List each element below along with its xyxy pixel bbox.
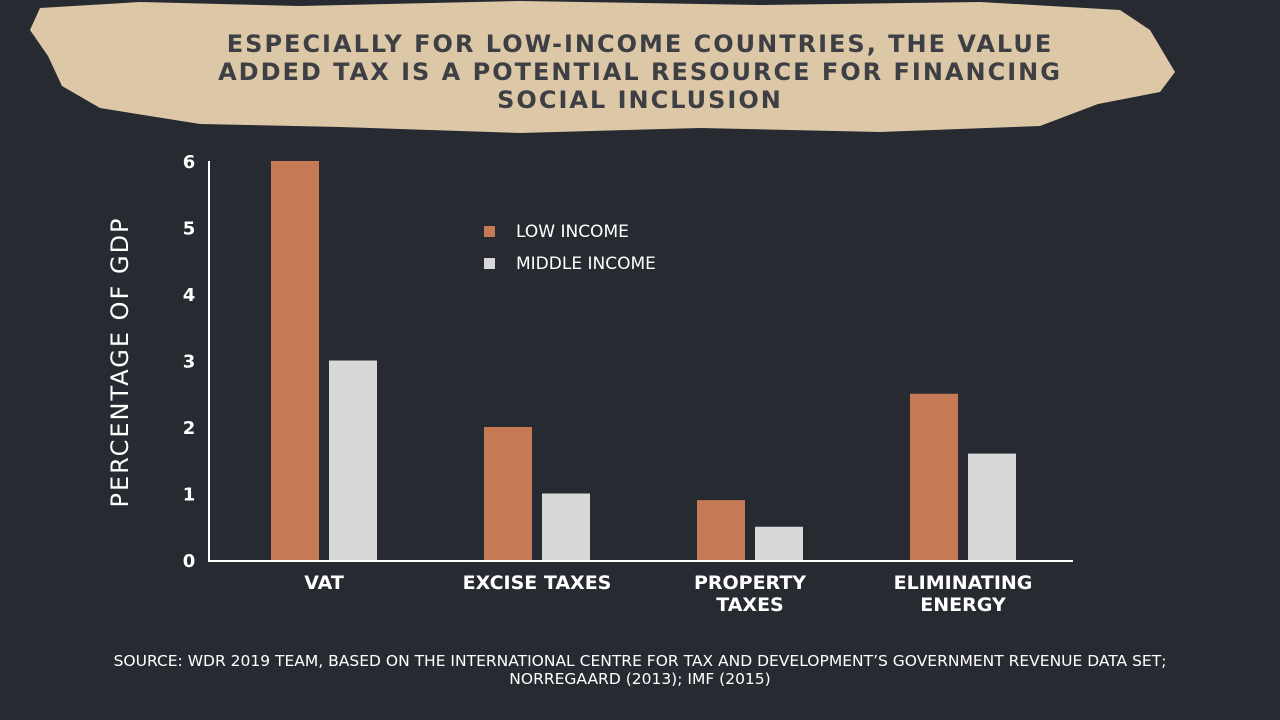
bar-low-income xyxy=(697,500,745,560)
bar-low-income xyxy=(484,427,532,560)
title-line-3: SOCIAL INCLUSION xyxy=(497,86,783,114)
legend: LOW INCOME MIDDLE INCOME xyxy=(484,222,656,274)
bar-low-income xyxy=(271,161,319,560)
title-banner xyxy=(30,1,1175,133)
title-line-2: ADDED TAX IS A POTENTIAL RESOURCE FOR FI… xyxy=(218,58,1062,86)
x-tick-label: EXCISE TAXES xyxy=(463,572,612,594)
y-tick-label: 2 xyxy=(183,418,196,439)
x-tick-label: VAT xyxy=(304,572,344,594)
bar-middle-income xyxy=(755,526,803,560)
source-line-2: NORREGAARD (2013); IMF (2015) xyxy=(509,670,770,688)
legend-swatch-middle-income xyxy=(484,258,495,269)
legend-swatch-low-income xyxy=(484,226,495,237)
chart-title: ESPECIALLY FOR LOW-INCOME COUNTRIES, THE… xyxy=(218,30,1062,114)
y-tick-label: 6 xyxy=(183,152,196,173)
y-tick-label: 0 xyxy=(183,551,196,572)
bar-middle-income xyxy=(542,493,590,560)
y-tick-labels: 0 1 2 3 4 5 6 xyxy=(183,152,196,572)
x-tick-label: PROPERTY xyxy=(694,572,806,594)
source-note: SOURCE: WDR 2019 TEAM, BASED ON THE INTE… xyxy=(114,652,1167,688)
x-tick-label: TAXES xyxy=(716,594,784,616)
bar-low-income xyxy=(910,393,958,560)
x-tick-label: ENERGY xyxy=(920,594,1006,616)
title-line-1: ESPECIALLY FOR LOW-INCOME COUNTRIES, THE… xyxy=(227,30,1053,58)
y-tick-label: 5 xyxy=(183,219,196,240)
y-tick-label: 3 xyxy=(183,352,196,373)
y-tick-label: 4 xyxy=(183,285,196,306)
y-tick-label: 1 xyxy=(183,485,196,506)
x-tick-label: ELIMINATING xyxy=(894,572,1033,594)
source-line-1: SOURCE: WDR 2019 TEAM, BASED ON THE INTE… xyxy=(114,652,1167,670)
bars xyxy=(271,161,1016,560)
bar-middle-income xyxy=(329,360,377,560)
bar-middle-income xyxy=(968,453,1016,560)
legend-label-middle-income: MIDDLE INCOME xyxy=(516,254,656,274)
legend-label-low-income: LOW INCOME xyxy=(516,222,629,242)
y-axis-label: PERCENTAGE OF GDP xyxy=(106,216,134,507)
